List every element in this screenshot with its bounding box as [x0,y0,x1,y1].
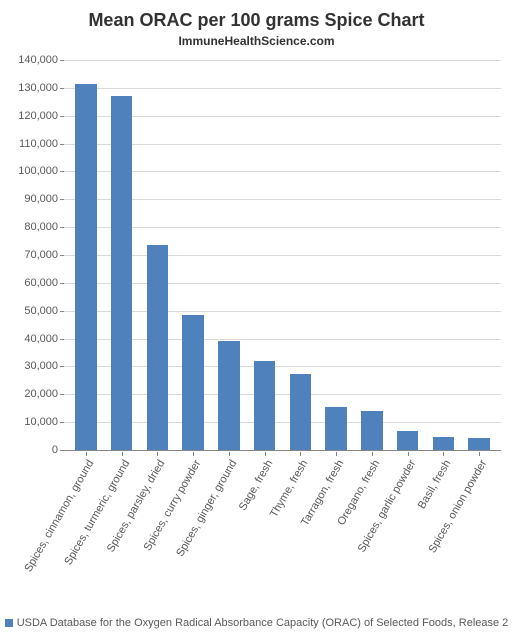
bar [433,437,454,450]
orac-spice-chart: Mean ORAC per 100 grams Spice Chart Immu… [0,0,513,637]
bar [290,374,311,450]
y-tick-label: 80,000 [0,221,58,233]
y-tick-label: 30,000 [0,360,58,372]
y-tick-label: 70,000 [0,249,58,261]
bar [361,411,382,450]
y-tick-label: 20,000 [0,388,58,400]
legend-text: USDA Database for the Oxygen Radical Abs… [17,617,509,629]
x-label-slot: Spices, ginger, ground [211,452,247,602]
bar-slot [211,60,247,450]
x-label-slot: Spices, onion powder [461,452,497,602]
bar-slot [247,60,283,450]
plot-area [64,60,501,451]
y-tick-label: 60,000 [0,277,58,289]
x-tick-mark [372,452,373,456]
chart-subtitle: ImmuneHealthScience.com [0,32,513,48]
y-tick-label: 0 [0,444,58,456]
bar [397,431,418,450]
chart-title: Mean ORAC per 100 grams Spice Chart [0,0,513,32]
bar [147,245,168,450]
x-axis-labels: Spices, cinnamon, groundSpices, turmeric… [64,452,501,602]
bar-slot [175,60,211,450]
bar [182,315,203,450]
legend: USDA Database for the Oxygen Radical Abs… [0,617,513,629]
x-tick-mark [265,452,266,456]
y-tick-label: 90,000 [0,193,58,205]
x-tick-mark [479,452,480,456]
x-tick-mark [86,452,87,456]
x-tick-mark [193,452,194,456]
y-tick-label: 140,000 [0,54,58,66]
bar-slot [283,60,319,450]
bar [325,407,346,450]
bar [111,96,132,450]
bar-slot [104,60,140,450]
y-tick-label: 120,000 [0,110,58,122]
x-label-slot: Tarragon, fresh [318,452,354,602]
bar-slot [318,60,354,450]
x-tick-mark [408,452,409,456]
bar [218,341,239,450]
x-label-slot: Thyme, fresh [283,452,319,602]
x-tick-mark [336,452,337,456]
y-tick-label: 50,000 [0,305,58,317]
legend-swatch [5,619,13,627]
x-tick-label: Spices, cinnamon, ground [22,458,96,574]
y-tick-label: 130,000 [0,82,58,94]
y-tick-label: 100,000 [0,165,58,177]
y-tick-label: 110,000 [0,138,58,150]
x-label-slot: Sage, fresh [247,452,283,602]
x-tick-mark [443,452,444,456]
bars-group [64,60,501,450]
bar-slot [426,60,462,450]
bar [254,361,275,450]
y-tick-label: 40,000 [0,333,58,345]
x-tick-mark [157,452,158,456]
x-label-slot: Spices, garlic powder [390,452,426,602]
x-tick-mark [122,452,123,456]
bar-slot [354,60,390,450]
bar-slot [390,60,426,450]
bar-slot [68,60,104,450]
y-tick-label: 10,000 [0,416,58,428]
bar-slot [140,60,176,450]
bar [75,84,96,450]
x-tick-mark [229,452,230,456]
bar [468,438,489,450]
x-tick-mark [300,452,301,456]
bar-slot [461,60,497,450]
